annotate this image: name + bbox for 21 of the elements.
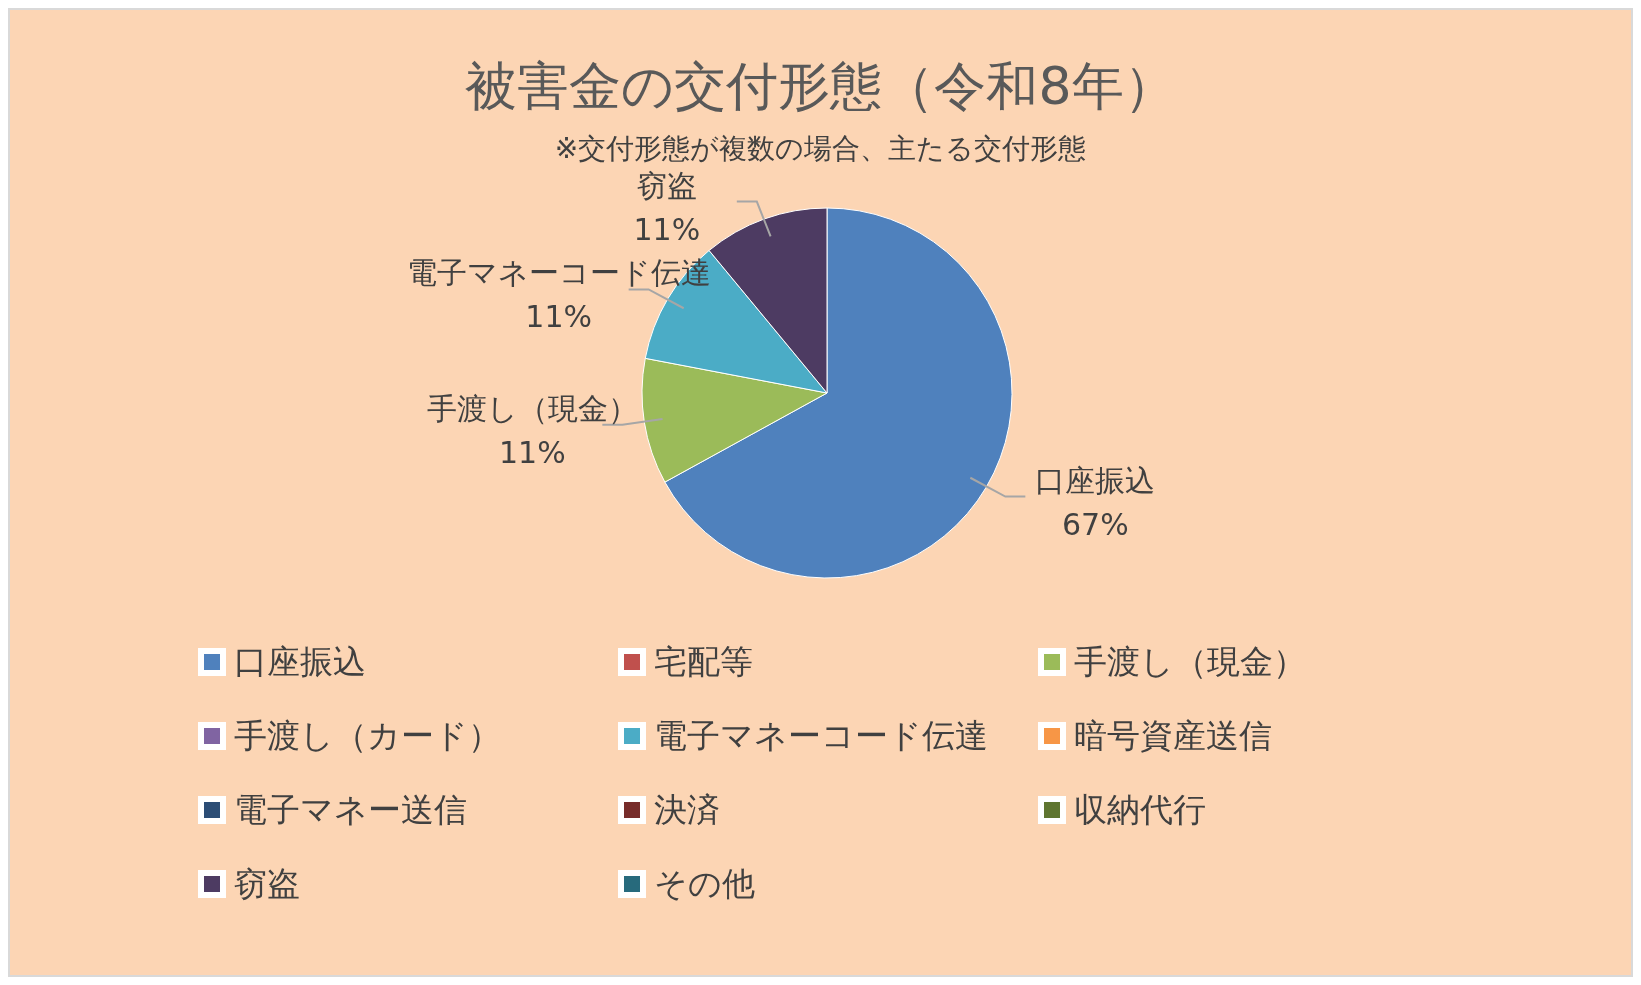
legend-label: 暗号資産送信 [1074,714,1272,757]
legend-label: 口座振込 [234,640,366,683]
chart-title: 被害金の交付形態（令和8年） [464,55,1177,118]
legend-label: 手渡し（カード） [234,714,501,757]
slice-label: 口座振込 [1035,462,1156,498]
legend-label: 収納代行 [1074,788,1206,831]
chart-subtitle: ※交付形態が複数の場合、主たる交付形態 [553,131,1088,167]
slice-label: 手渡し（現金） [426,390,638,426]
legend-label: 手渡し（現金） [1074,640,1306,683]
legend-label: 電子マネーコード伝達 [654,714,988,757]
legend-label: 決済 [654,788,720,831]
legend-label: 電子マネー送信 [234,788,467,831]
legend-label: その他 [654,862,755,905]
slice-label: 電子マネーコード伝達 [406,255,711,291]
legend-label: 宅配等 [654,640,753,683]
data-label: 11% [499,434,566,470]
slice-label: 窃盗 [636,167,697,203]
data-label: 11% [525,299,592,335]
data-label: 67% [1062,506,1129,542]
data-label: 11% [633,211,701,247]
legend-label: 窃盗 [234,862,300,905]
